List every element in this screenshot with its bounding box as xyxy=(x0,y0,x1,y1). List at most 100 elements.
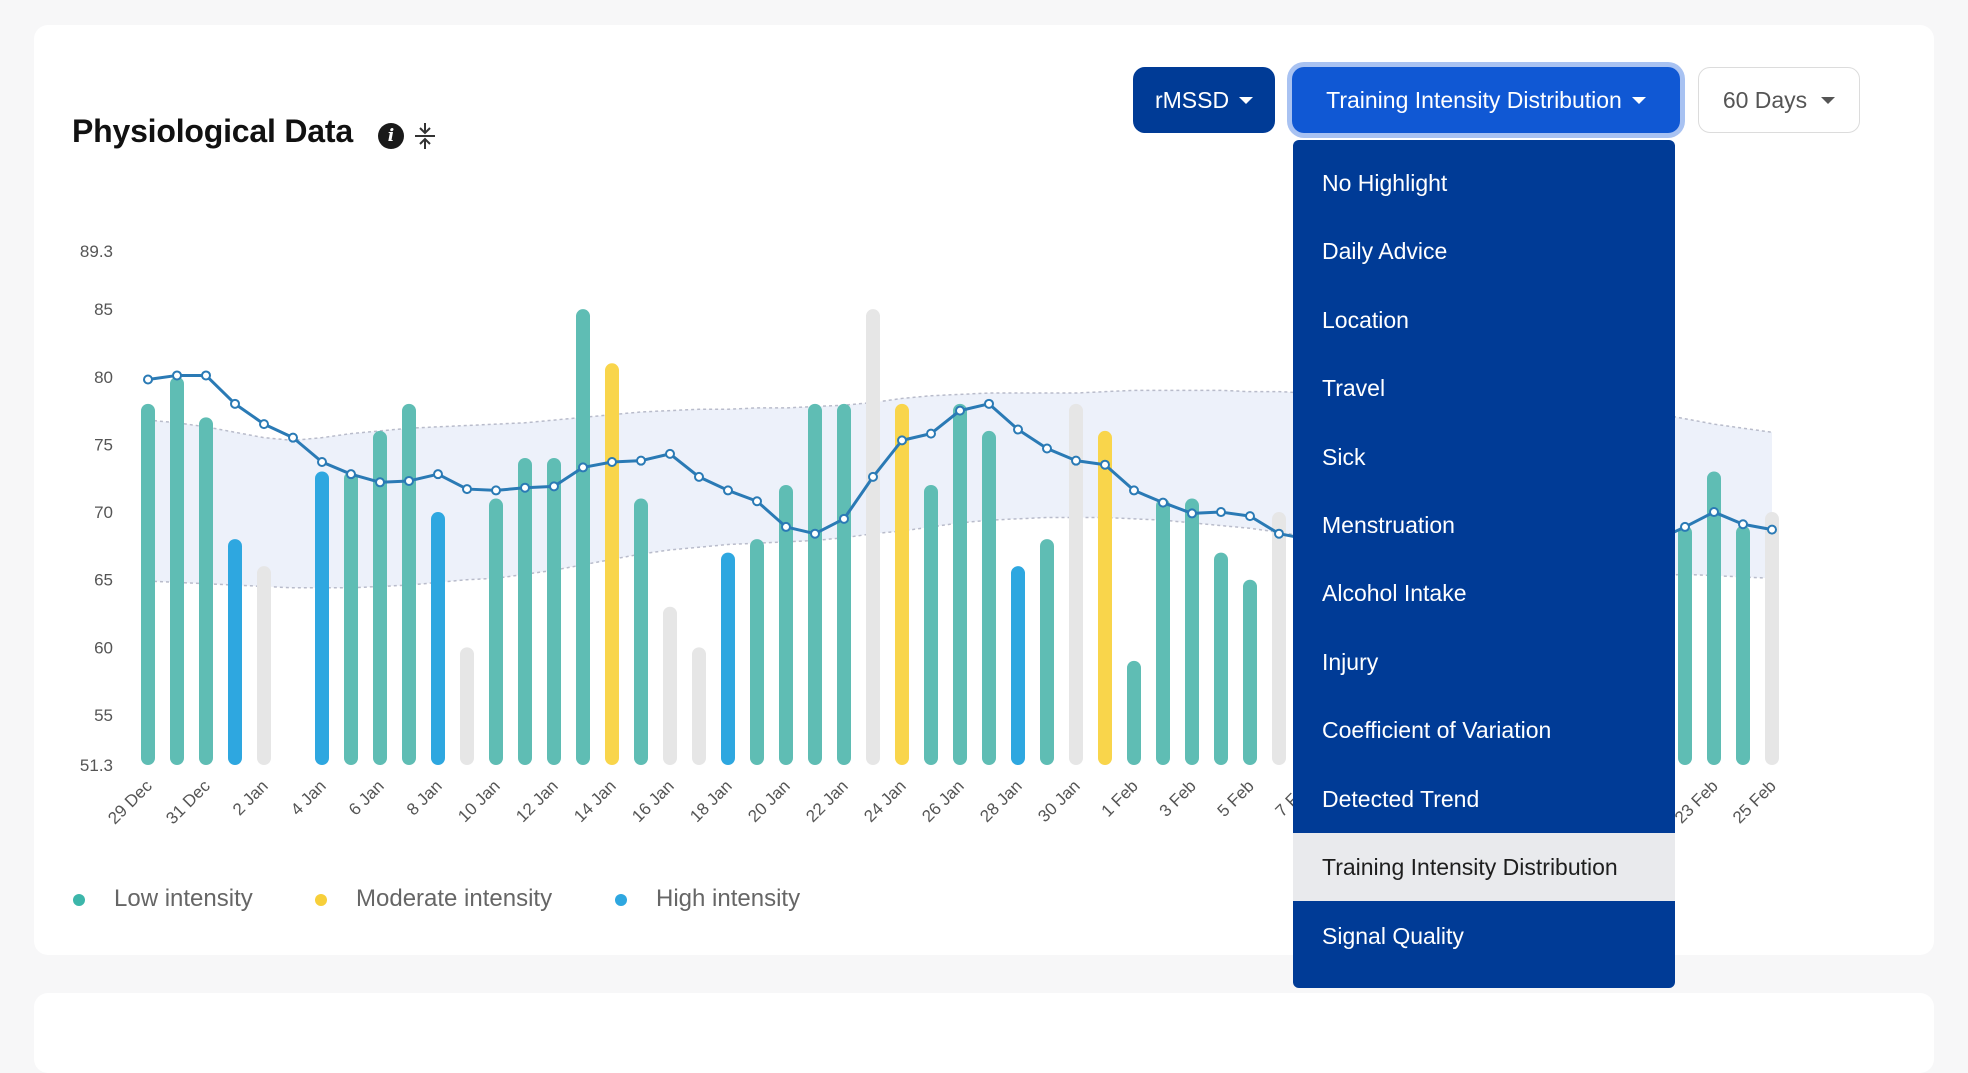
x-tick-label: 14 Jan xyxy=(570,776,620,826)
bar-low xyxy=(750,539,764,765)
bar-high xyxy=(228,539,242,765)
x-tick-label: 5 Feb xyxy=(1214,776,1258,820)
trend-point[interactable] xyxy=(1216,507,1226,518)
trend-point[interactable] xyxy=(665,448,675,459)
menu-item-signal-quality[interactable]: Signal Quality xyxy=(1322,923,1464,949)
trend-point[interactable] xyxy=(752,496,762,507)
bar-low xyxy=(1040,539,1054,765)
x-tick-label: 3 Feb xyxy=(1156,776,1200,820)
menu-item-detected-trend[interactable]: Detected Trend xyxy=(1322,786,1480,812)
bar-high xyxy=(431,512,445,765)
trend-point[interactable] xyxy=(723,485,733,496)
bar-low xyxy=(1156,498,1170,765)
legend-dot-icon xyxy=(73,894,85,906)
trend-point[interactable] xyxy=(1187,508,1197,519)
x-tick-label: 2 Jan xyxy=(229,776,272,819)
bar-low xyxy=(953,403,967,765)
bar-high xyxy=(1011,566,1025,765)
menu-item-no-highlight[interactable]: No Highlight xyxy=(1322,170,1448,196)
y-tick-label: 60 xyxy=(94,638,113,657)
trend-point[interactable] xyxy=(172,370,182,381)
bar-low xyxy=(518,457,532,765)
legend-label: Moderate intensity xyxy=(356,885,553,912)
x-tick-label: 16 Jan xyxy=(628,776,678,826)
trend-point[interactable] xyxy=(694,471,704,482)
trend-point[interactable] xyxy=(288,432,298,443)
y-tick-label: 80 xyxy=(94,368,113,387)
bar-low xyxy=(373,430,387,765)
trend-point[interactable] xyxy=(1738,519,1748,530)
trend-point[interactable] xyxy=(520,482,530,493)
trend-point[interactable] xyxy=(317,457,327,468)
trend-point[interactable] xyxy=(781,521,791,532)
caret-down-icon xyxy=(1239,96,1254,104)
trend-point[interactable] xyxy=(462,484,472,495)
menu-item-injury[interactable]: Injury xyxy=(1322,649,1379,675)
trend-point[interactable] xyxy=(984,398,994,409)
highlight-dropdown-button[interactable]: Training Intensity Distribution xyxy=(1292,67,1680,133)
x-tick-label: 30 Jan xyxy=(1034,776,1084,826)
trend-point[interactable] xyxy=(1767,524,1777,535)
trend-point[interactable] xyxy=(1013,424,1023,435)
menu-item-coefficient-of-variation[interactable]: Coefficient of Variation xyxy=(1322,717,1552,743)
caret-down-icon xyxy=(1821,96,1836,104)
trend-point[interactable] xyxy=(1680,521,1690,532)
trend-point[interactable] xyxy=(810,528,820,539)
trend-point[interactable] xyxy=(404,475,414,486)
trend-point[interactable] xyxy=(868,471,878,482)
trend-point[interactable] xyxy=(375,477,385,488)
legend-label: Low intensity xyxy=(114,885,253,912)
trend-point[interactable] xyxy=(926,428,936,439)
bar-low xyxy=(1707,471,1721,765)
menu-item-sick[interactable]: Sick xyxy=(1322,444,1366,470)
x-tick-label: 28 Jan xyxy=(976,776,1026,826)
bar-low xyxy=(634,498,648,765)
trend-point[interactable] xyxy=(143,374,153,385)
trend-point[interactable] xyxy=(578,462,588,473)
trend-point[interactable] xyxy=(636,455,646,466)
menu-item-menstruation[interactable]: Menstruation xyxy=(1322,512,1455,538)
trend-point[interactable] xyxy=(549,481,559,492)
bar-low xyxy=(344,471,358,765)
trend-point[interactable] xyxy=(491,485,501,496)
x-tick-label: 26 Jan xyxy=(918,776,968,826)
period-dropdown-button[interactable]: 60 Days xyxy=(1698,67,1860,133)
bar-low xyxy=(141,403,155,765)
caret-down-icon xyxy=(1631,96,1646,104)
trend-point[interactable] xyxy=(346,469,356,480)
collapse-arrows-icon[interactable] xyxy=(413,122,437,150)
info-icon[interactable]: i xyxy=(378,123,404,149)
menu-item-travel[interactable]: Travel xyxy=(1322,375,1386,401)
metric-dropdown-button[interactable]: rMSSD xyxy=(1133,67,1275,133)
trend-point[interactable] xyxy=(955,405,965,416)
trend-point[interactable] xyxy=(201,370,211,381)
x-tick-label: 10 Jan xyxy=(454,776,504,826)
y-tick-label: 55 xyxy=(94,706,113,725)
menu-item-alcohol-intake[interactable]: Alcohol Intake xyxy=(1322,580,1467,606)
menu-item-location[interactable]: Location xyxy=(1322,307,1409,333)
x-tick-label: 31 Dec xyxy=(162,776,214,828)
bar-low xyxy=(982,430,996,765)
metric-dropdown-label: rMSSD xyxy=(1154,86,1230,113)
x-tick-label: 12 Jan xyxy=(512,776,562,826)
trend-point[interactable] xyxy=(839,513,849,524)
trend-point[interactable] xyxy=(230,398,240,409)
trend-point[interactable] xyxy=(1129,485,1139,496)
trend-point[interactable] xyxy=(1245,511,1255,522)
trend-point[interactable] xyxy=(1274,528,1284,539)
trend-point[interactable] xyxy=(897,435,907,446)
trend-point[interactable] xyxy=(1042,443,1052,454)
menu-item-daily-advice[interactable]: Daily Advice xyxy=(1322,238,1448,264)
trend-point[interactable] xyxy=(1709,507,1719,518)
trend-point[interactable] xyxy=(607,457,617,468)
trend-point[interactable] xyxy=(1100,459,1110,470)
trend-point[interactable] xyxy=(1071,455,1081,466)
trend-point[interactable] xyxy=(433,469,443,480)
trend-point[interactable] xyxy=(1158,497,1168,508)
legend-dot-icon xyxy=(615,894,627,906)
menu-item-training-intensity-distribution[interactable]: Training Intensity Distribution xyxy=(1293,833,1675,901)
bar-low xyxy=(1185,498,1199,765)
y-tick-label: 70 xyxy=(94,503,113,522)
y-axis: 89.3 85 80 75 70 65 60 55 51.3 xyxy=(80,242,113,775)
trend-point[interactable] xyxy=(259,419,269,430)
